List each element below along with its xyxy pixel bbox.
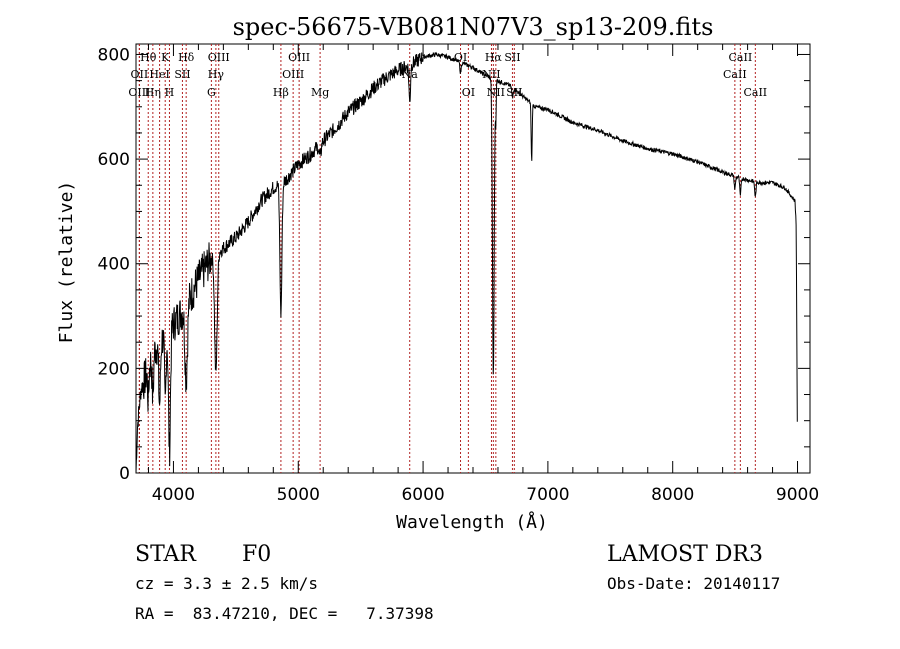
line-label-5: HeI (149, 68, 169, 81)
x-tick-label-2: 6000 (401, 485, 444, 505)
line-label-10: Hγ (208, 68, 225, 81)
line-label-6: H (165, 86, 175, 99)
plot-frame (135, 43, 811, 474)
line-label-15: Mg (311, 86, 329, 99)
x-tick-label-4: 8000 (651, 485, 694, 505)
line-label-24: CaII (729, 51, 753, 64)
line-label-18: OI (462, 86, 475, 99)
observation-date: Obs-Date: 20140117 (607, 574, 780, 593)
x-tick-label-0: 4000 (152, 485, 195, 505)
line-label-14: OIII (288, 51, 310, 64)
x-tick-label-1: 5000 (277, 485, 320, 505)
line-label-4: K (161, 51, 170, 64)
chart-title: spec-56675-VB081N07V3_sp13-209.fits (233, 13, 714, 41)
y-axis-ticks: 0 200 400 600 800 (98, 45, 810, 484)
line-label-13: OIII (282, 68, 304, 81)
line-label-25: CaII (723, 68, 747, 81)
redshift-value: cz = 3.3 ± 2.5 km/s (135, 574, 318, 593)
line-label-22: SII (504, 51, 520, 64)
x-axis-label: Wavelength (Å) (396, 511, 548, 533)
x-axis-ticks: 4000 5000 6000 7000 8000 9000 (147, 44, 819, 505)
y-tick-label-0: 0 (119, 464, 130, 484)
y-tick-label-3: 600 (98, 150, 130, 170)
line-label-8: SII (174, 68, 190, 81)
coordinates: RA = 83.47210, DEC = 7.37398 (135, 604, 434, 623)
y-axis-label: Flux (relative) (56, 181, 77, 344)
object-subclass: F0 (242, 542, 271, 567)
line-label-20: NII (482, 68, 500, 81)
line-label-26: CaII (743, 86, 767, 99)
line-label-7: Hδ (178, 51, 195, 64)
x-tick-label-3: 7000 (526, 485, 569, 505)
line-label-2: OIII (128, 86, 150, 99)
y-tick-label-4: 800 (98, 45, 130, 65)
object-class: STAR (135, 542, 197, 567)
line-label-11: G (207, 86, 216, 99)
x-tick-label-5: 9000 (776, 485, 819, 505)
spectral-line-markers (138, 44, 756, 473)
line-label-3: Hη (145, 86, 161, 99)
line-label-23: SII (506, 86, 522, 99)
line-label-19: Hα (485, 51, 503, 64)
line-label-16: Na (402, 68, 419, 81)
spectrum-line (135, 51, 798, 474)
line-label-1: OII (131, 68, 149, 81)
spectrum-series (135, 51, 798, 474)
line-label-21: NII (487, 86, 505, 99)
line-label-9: OIII (208, 51, 230, 64)
y-tick-label-1: 200 (98, 359, 130, 379)
survey-name: LAMOST DR3 (607, 542, 763, 567)
line-label-0: Hθ (140, 51, 157, 64)
y-tick-label-2: 400 (98, 255, 130, 275)
line-label-12: Hβ (273, 86, 289, 99)
